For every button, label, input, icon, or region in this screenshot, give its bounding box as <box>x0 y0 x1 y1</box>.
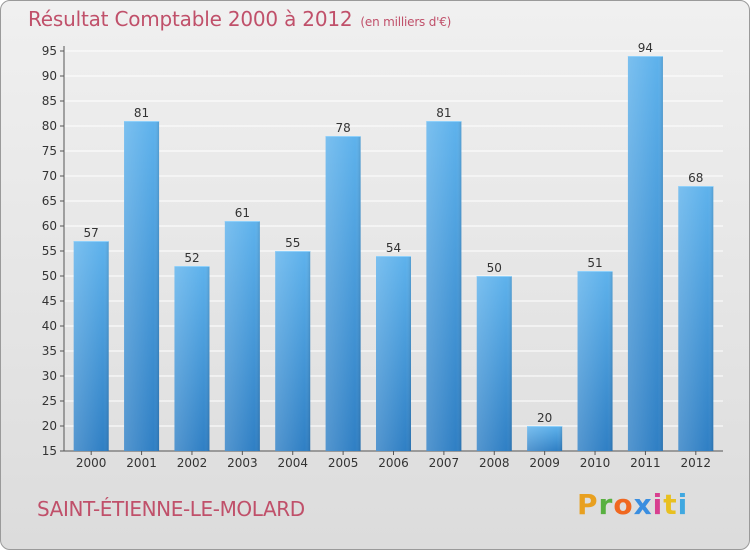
x-tick-label: 2004 <box>277 456 308 470</box>
bars <box>73 56 714 451</box>
chart-title: Résultat Comptable 2000 à 2012 (en millie… <box>28 7 451 31</box>
y-tick-label: 30 <box>42 369 57 383</box>
x-tick-label: 2002 <box>177 456 208 470</box>
bar-value-label: 55 <box>285 236 300 250</box>
bar-value-label: 94 <box>638 41 653 55</box>
bar-shade <box>325 136 361 451</box>
bar-shade <box>376 256 411 451</box>
y-tick-label: 55 <box>42 244 57 258</box>
bar-shade <box>224 221 260 451</box>
bar-shade <box>527 426 563 451</box>
logo-letter: x <box>633 488 653 521</box>
proxiti-logo-text: Proxiti <box>577 488 688 521</box>
bar-value-label: 50 <box>487 261 502 275</box>
y-tick-label: 35 <box>42 344 57 358</box>
x-tick-label: 2000 <box>76 456 107 470</box>
bar-value-label: 54 <box>386 241 401 255</box>
x-tick-label: 2009 <box>529 456 560 470</box>
bar-value-label: 78 <box>335 121 350 135</box>
bar-shade <box>627 56 663 451</box>
y-tick-label: 45 <box>42 294 57 308</box>
logo-letter: i <box>677 488 689 521</box>
labels: 57 2000 81 2001 52 2002 61 2003 55 2004 78 2005 54 20… <box>76 41 711 470</box>
bar-shade <box>275 251 311 451</box>
bar-value-label: 81 <box>134 106 149 120</box>
bar-shade <box>124 121 160 451</box>
x-tick-label: 2011 <box>630 456 661 470</box>
y-tick-label: 15 <box>42 444 57 458</box>
y-tick-label: 90 <box>42 69 57 83</box>
y-tick-label: 80 <box>42 119 57 133</box>
logo-letter: t <box>663 488 678 521</box>
proxiti-logo[interactable]: Proxiti <box>577 488 688 521</box>
bar-shade <box>577 271 613 451</box>
bar-shade <box>678 186 714 451</box>
bar-value-label: 57 <box>84 226 99 240</box>
y-tick-label: 65 <box>42 194 57 208</box>
city-name: SAINT-ÉTIENNE-LE-MOLARD <box>37 497 305 521</box>
logo-letter: i <box>652 488 664 521</box>
y-tick-label: 85 <box>42 94 57 108</box>
bar-value-label: 51 <box>587 256 602 270</box>
chart-unit: (en milliers d'€) <box>360 15 452 29</box>
x-tick-label: 2006 <box>378 456 409 470</box>
y-tick-label: 40 <box>42 319 57 333</box>
x-tick-label: 2012 <box>681 456 712 470</box>
x-tick-label: 2003 <box>227 456 258 470</box>
bar-value-label: 61 <box>235 206 250 220</box>
x-tick-label: 2001 <box>126 456 157 470</box>
y-tick-label: 60 <box>42 219 57 233</box>
bar-shade <box>476 276 512 451</box>
y-tick-label: 75 <box>42 144 57 158</box>
y-tick-label: 50 <box>42 269 57 283</box>
bar-shade <box>73 241 109 451</box>
logo-letter: r <box>598 488 614 521</box>
logo-letter: o <box>613 488 634 521</box>
y-tick-label: 20 <box>42 419 57 433</box>
y-tick-label: 70 <box>42 169 57 183</box>
bar-value-label: 68 <box>688 171 703 185</box>
x-tick-label: 2010 <box>580 456 611 470</box>
logo-letter: P <box>577 488 599 521</box>
bar-value-label: 81 <box>436 106 451 120</box>
bar-shade <box>426 121 462 451</box>
chart-title-text: Résultat Comptable 2000 à 2012 <box>28 7 353 31</box>
y-tick-label: 95 <box>42 44 57 58</box>
x-tick-label: 2005 <box>328 456 359 470</box>
x-tick-label: 2008 <box>479 456 510 470</box>
bar-value-label: 20 <box>537 411 552 425</box>
bar-value-label: 52 <box>184 251 199 265</box>
y-tick-label: 25 <box>42 394 57 408</box>
bar-shade <box>174 266 210 451</box>
axes: 15 20 25 30 35 40 45 50 55 60 65 70 75 80 85 90 95 <box>42 44 723 458</box>
x-tick-label: 2007 <box>429 456 460 470</box>
